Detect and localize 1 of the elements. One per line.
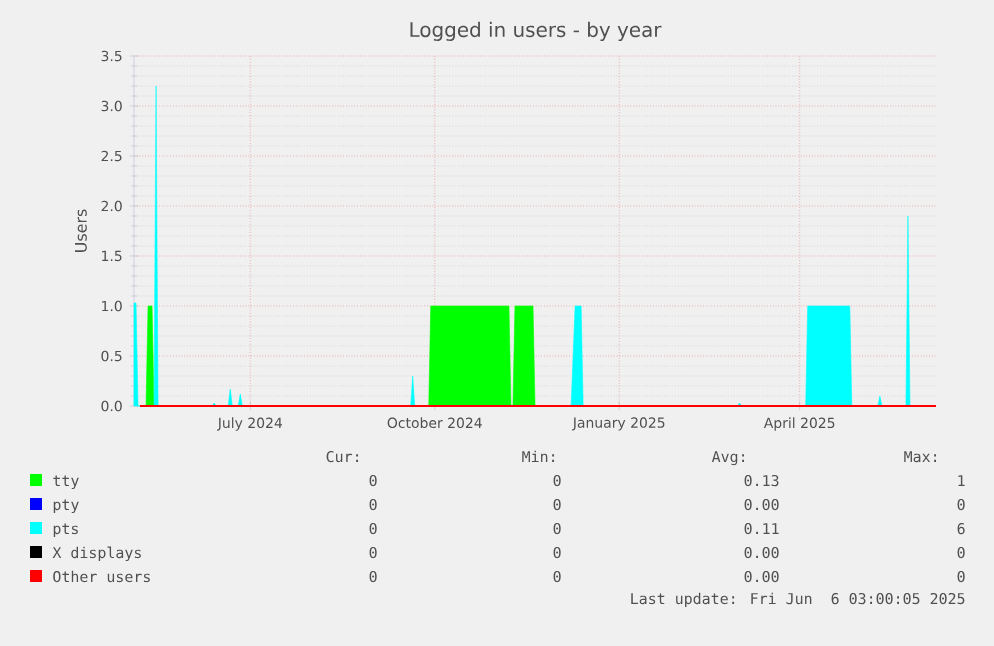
chart-title: Logged in users - by year (410, 21, 662, 42)
